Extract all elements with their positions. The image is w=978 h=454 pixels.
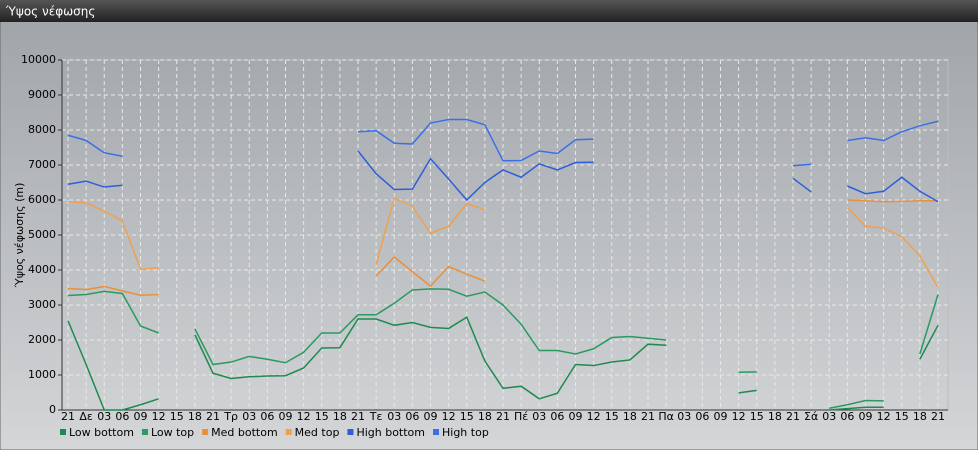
x-tick-label: 21 <box>786 410 800 423</box>
y-tick-label: 10000 <box>21 53 56 66</box>
x-tick-label: 21 <box>206 410 220 423</box>
y-tick-label: 3000 <box>28 298 56 311</box>
x-tick-label: 18 <box>623 410 637 423</box>
x-tick-label: Τρ <box>223 410 238 423</box>
x-tick-label: 03 <box>822 410 836 423</box>
x-tick-label: Πέ <box>514 410 528 423</box>
x-tick-label: Σά <box>804 410 818 423</box>
legend-label: Med bottom <box>211 426 278 439</box>
x-tick-label: 21 <box>496 410 510 423</box>
title-bar <box>0 0 978 22</box>
x-tick-label: 21 <box>931 410 945 423</box>
series-line <box>67 316 939 411</box>
x-tick-label: 12 <box>152 410 166 423</box>
x-tick-label: 03 <box>242 410 256 423</box>
x-tick-label: 15 <box>170 410 184 423</box>
legend-label: Low top <box>151 426 194 439</box>
x-tick-label: 15 <box>605 410 619 423</box>
y-tick-label: 5000 <box>28 228 56 241</box>
x-tick-label: 15 <box>895 410 909 423</box>
legend-label: High bottom <box>356 426 425 439</box>
x-tick-label: 09 <box>859 410 873 423</box>
x-tick-label: 09 <box>279 410 293 423</box>
x-tick-label: 06 <box>260 410 274 423</box>
x-tick-label: 21 <box>61 410 75 423</box>
x-tick-label: 03 <box>677 410 691 423</box>
series-line <box>67 118 939 167</box>
x-tick-label: 09 <box>714 410 728 423</box>
x-tick-label: 18 <box>768 410 782 423</box>
x-tick-label: 09 <box>134 410 148 423</box>
y-tick-label: 8000 <box>28 123 56 136</box>
series-line <box>67 197 939 288</box>
series-line <box>67 288 939 409</box>
y-tick-label: 2000 <box>28 333 56 346</box>
window-title: Ύψος νέφωσης <box>5 5 95 19</box>
y-tick-label: 6000 <box>28 193 56 206</box>
x-tick-label: 18 <box>478 410 492 423</box>
legend-marker <box>347 429 354 435</box>
x-tick-label: 12 <box>877 410 891 423</box>
x-tick-label: 06 <box>405 410 419 423</box>
legend-label: Med top <box>295 426 340 439</box>
legend-label: High top <box>442 426 489 439</box>
x-tick-label: 12 <box>297 410 311 423</box>
x-tick-label: 15 <box>315 410 329 423</box>
x-tick-label: 06 <box>550 410 564 423</box>
x-tick-label: 18 <box>913 410 927 423</box>
x-tick-label: 18 <box>188 410 202 423</box>
x-tick-label: 06 <box>695 410 709 423</box>
series-line <box>67 150 939 203</box>
chart: 0 1000 2000 3000 4000 5000 6000 7000 8000 9000 100… <box>21 53 948 439</box>
legend-marker <box>202 429 209 435</box>
legend-marker <box>141 429 148 435</box>
x-tick-label: Δε <box>79 410 93 423</box>
legend-marker <box>60 429 66 435</box>
x-tick-label: 03 <box>387 410 401 423</box>
y-tick-label: 1000 <box>28 368 56 381</box>
x-tick-label: 09 <box>569 410 583 423</box>
x-tick-label: 12 <box>587 410 601 423</box>
x-tick-label: 18 <box>333 410 347 423</box>
x-tick-label: 12 <box>732 410 746 423</box>
y-tick-label: 7000 <box>28 158 56 171</box>
legend-label: Low bottom <box>69 426 134 439</box>
x-tick-label: 15 <box>750 410 764 423</box>
x-tick-label: 12 <box>442 410 456 423</box>
x-tick-label: 21 <box>351 410 365 423</box>
legend-marker <box>433 429 439 435</box>
x-tick-label: 06 <box>840 410 854 423</box>
x-tick-label: 06 <box>115 410 129 423</box>
x-tick-label: Τε <box>369 410 383 423</box>
x-tick-label: Πα <box>658 410 674 423</box>
x-tick-label: 09 <box>424 410 438 423</box>
y-axis-label: Ύψος νέφωσης (m) <box>13 183 26 289</box>
series-line <box>67 199 938 296</box>
x-tick-label: 03 <box>97 410 111 423</box>
legend-marker <box>285 429 292 435</box>
x-tick-label: 21 <box>641 410 655 423</box>
y-tick-label: 9000 <box>28 88 56 101</box>
y-tick-label: 4000 <box>28 263 56 276</box>
y-tick-label: 0 <box>49 403 56 416</box>
x-tick-label: 15 <box>460 410 474 423</box>
x-tick-label: 03 <box>532 410 546 423</box>
